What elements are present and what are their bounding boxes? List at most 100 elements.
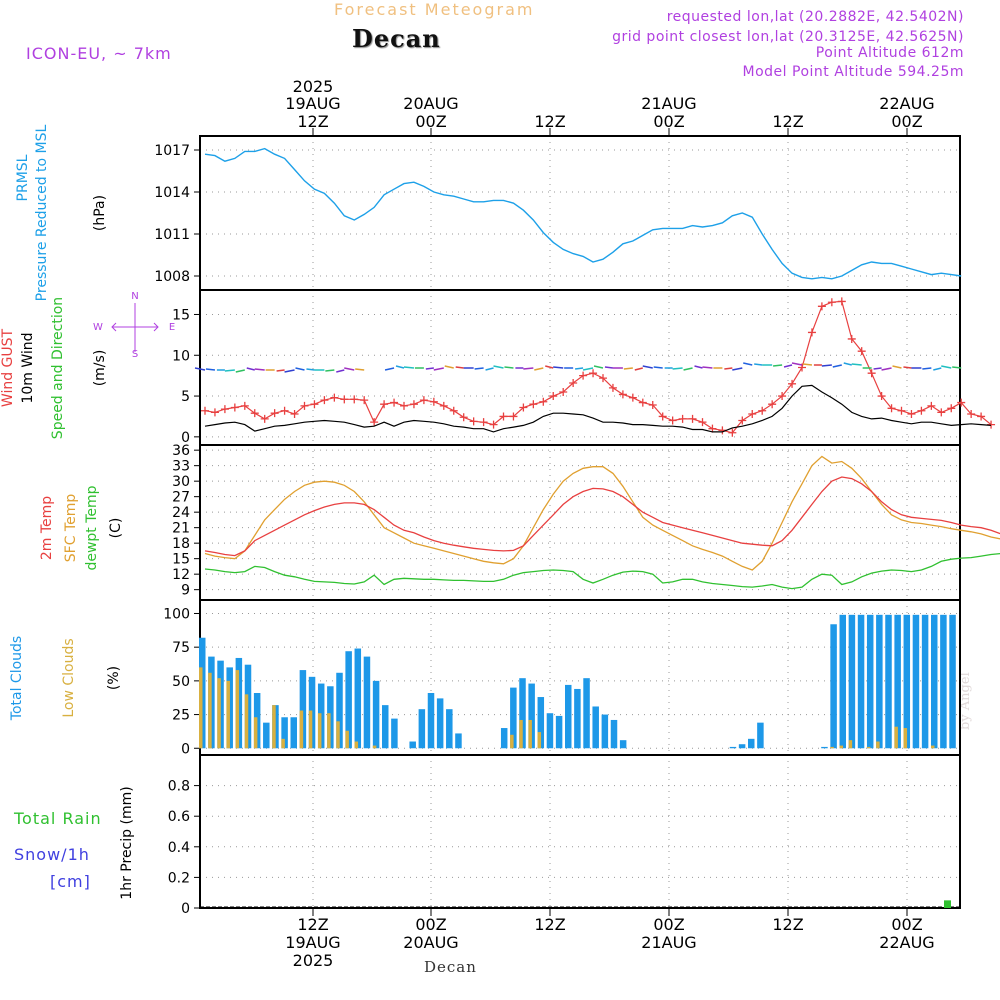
requested-location: requested lon,lat (20.2882E, 42.5402N) xyxy=(666,9,964,25)
bottom-hour-label: 12Z xyxy=(297,915,328,934)
low-cloud-bar xyxy=(848,740,853,749)
gust-marker xyxy=(270,409,279,418)
total-cloud-bar xyxy=(894,614,901,749)
gust-marker xyxy=(589,369,598,378)
gust-marker xyxy=(320,396,329,405)
gust-marker xyxy=(867,369,876,378)
wind-speed-line xyxy=(204,384,992,433)
bottom-hour-label: 00Z xyxy=(415,915,446,934)
gust-marker xyxy=(370,418,379,427)
wind-arrow xyxy=(783,364,793,368)
total-cloud-bar xyxy=(592,706,599,749)
footer-station: Decan xyxy=(424,958,477,976)
gust-marker xyxy=(768,400,777,409)
wind-arrow xyxy=(604,366,614,369)
total-cloud-bar xyxy=(418,709,426,749)
wind-arrow xyxy=(672,367,683,370)
gust-marker xyxy=(877,392,886,401)
total-cloud-bar xyxy=(601,714,609,749)
total-cloud-bar xyxy=(949,614,956,749)
gust-marker xyxy=(638,398,647,407)
gust-marker xyxy=(380,400,389,409)
low-cloud-bar xyxy=(199,667,203,749)
total-cloud-bar xyxy=(363,656,371,749)
y-tick-label: 15 xyxy=(172,552,190,568)
chart-title: Forecast Meteogram xyxy=(334,0,535,19)
total-cloud-bar xyxy=(510,687,517,749)
wind-arrow xyxy=(194,367,206,371)
total-cloud-bar xyxy=(299,670,307,749)
wind-arrow xyxy=(523,367,534,370)
y-tick-label: 33 xyxy=(172,459,190,475)
y-tick-label: 25 xyxy=(172,708,190,724)
y-tick-label: 30 xyxy=(172,474,190,490)
y-tick-label: 1011 xyxy=(154,227,190,243)
top-hour-label: 12Z xyxy=(297,112,328,131)
low-cloud-bar xyxy=(354,741,359,749)
wind-arrow xyxy=(732,367,743,371)
total-cloud-bar xyxy=(876,614,883,749)
total-cloud-bar xyxy=(729,746,737,749)
gust-marker xyxy=(539,397,548,406)
gust-marker xyxy=(479,418,488,427)
gust-marker xyxy=(758,406,767,415)
gust-marker xyxy=(280,406,289,415)
total-cloud-bar xyxy=(757,722,764,749)
gust-marker xyxy=(439,401,448,410)
wind-arrow xyxy=(821,364,832,367)
y-tick-label: 36 xyxy=(172,443,190,459)
wind-arrow xyxy=(702,366,713,369)
gust-marker xyxy=(967,410,976,418)
gust-marker xyxy=(778,392,787,401)
gust-marker xyxy=(688,414,697,423)
bottom-hour-label: 12Z xyxy=(772,915,803,934)
total-cloud-bar xyxy=(748,738,755,749)
y-tick-label: 10 xyxy=(172,348,190,364)
total-cloud-bar xyxy=(409,741,416,749)
wind-arrow xyxy=(754,363,763,366)
gust-marker xyxy=(947,404,956,413)
low-cloud-bar xyxy=(272,705,276,749)
gust-marker xyxy=(260,414,269,423)
gust-marker xyxy=(837,297,846,306)
y-tick-label: 24 xyxy=(172,505,190,521)
gust-marker xyxy=(788,379,797,388)
y-tick-label: 27 xyxy=(172,490,190,506)
bottom-day-label: 20AUG xyxy=(403,933,458,952)
wind-arrow xyxy=(474,367,484,370)
wind-arrow xyxy=(634,367,643,371)
total-cloud-bar xyxy=(931,614,938,749)
low-cloud-bar xyxy=(876,741,880,749)
total-cloud-bar xyxy=(866,614,874,749)
gust-marker xyxy=(300,401,309,410)
dewpoint-line xyxy=(204,552,1000,590)
total-cloud-bar xyxy=(610,719,618,749)
total-cloud-bar xyxy=(546,713,554,749)
y-tick-label: 15 xyxy=(172,307,190,323)
y-tick-label: 0.8 xyxy=(168,779,190,795)
total-cloud-bar xyxy=(885,614,892,749)
gust-marker xyxy=(201,406,209,415)
wind-arrow xyxy=(395,365,405,369)
low-cloud-bar xyxy=(235,670,240,749)
wind-arrow xyxy=(892,365,902,369)
bottom-hour-label: 00Z xyxy=(891,915,922,934)
y-tick-label: 0 xyxy=(181,741,190,757)
wind-arrow xyxy=(642,365,653,369)
gust-marker xyxy=(807,328,816,337)
gust-marker xyxy=(499,412,508,421)
y-tick-label: 0.6 xyxy=(168,809,190,825)
total-cloud-bar xyxy=(382,705,389,749)
top-day-label: 19AUG xyxy=(285,94,340,113)
legend-snow: Snow/1h xyxy=(14,845,90,864)
total-cloud-bar xyxy=(427,693,435,749)
wind-arrow xyxy=(336,369,345,373)
gust-marker xyxy=(897,406,906,415)
gust-marker xyxy=(509,412,518,421)
gust-marker xyxy=(817,302,826,311)
top-hour-label: 00Z xyxy=(891,112,922,131)
wind-arrow xyxy=(922,367,932,370)
wind-arrow xyxy=(903,366,912,369)
wind-arrow xyxy=(843,362,852,366)
wind-arrow xyxy=(553,366,564,369)
